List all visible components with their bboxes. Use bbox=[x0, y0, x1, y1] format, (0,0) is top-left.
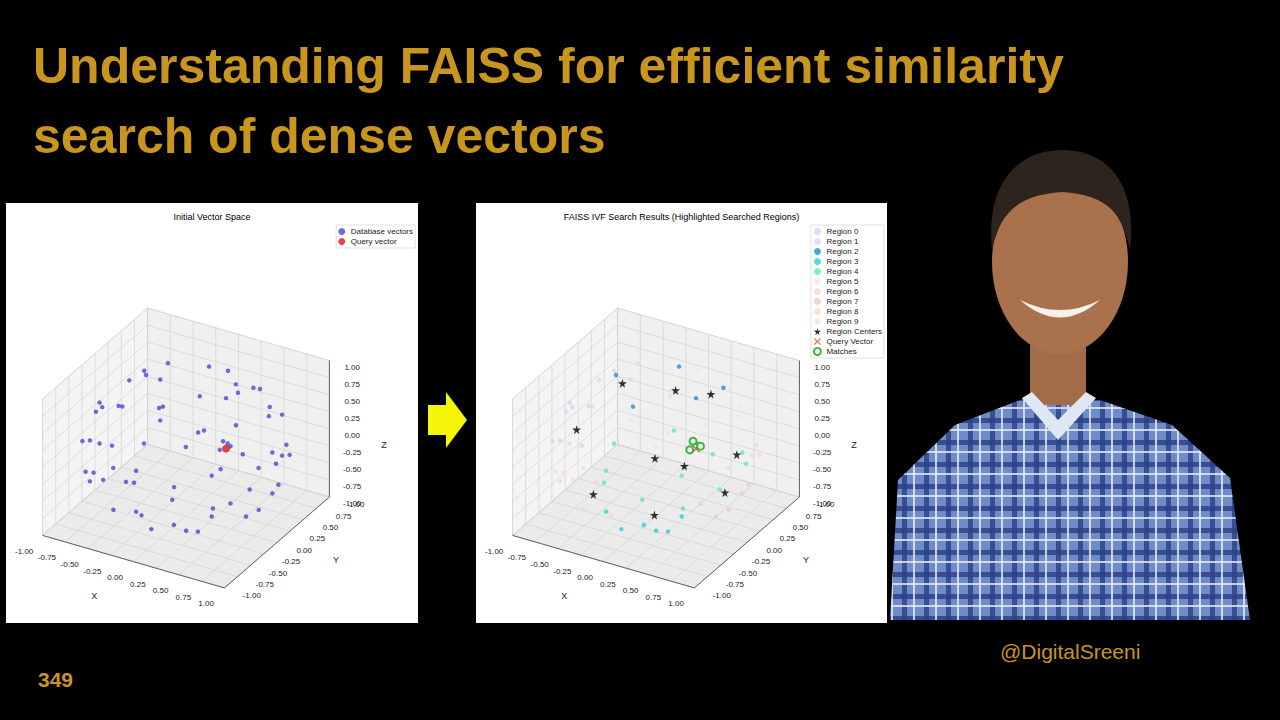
svg-text:0.50: 0.50 bbox=[814, 397, 830, 406]
svg-text:-1.00: -1.00 bbox=[713, 591, 732, 600]
svg-text:0.25: 0.25 bbox=[130, 580, 146, 589]
svg-text:0.25: 0.25 bbox=[344, 414, 360, 423]
svg-text:0.75: 0.75 bbox=[806, 512, 822, 521]
svg-text:0.50: 0.50 bbox=[153, 586, 169, 595]
svg-text:1.00: 1.00 bbox=[198, 599, 214, 608]
svg-text:0.00: 0.00 bbox=[107, 573, 123, 582]
svg-text:Region 4: Region 4 bbox=[826, 267, 859, 276]
svg-text:Region 7: Region 7 bbox=[826, 297, 859, 306]
svg-text:1.00: 1.00 bbox=[814, 363, 830, 372]
svg-text:-0.50: -0.50 bbox=[61, 560, 80, 569]
html-text:Understanding FAISS for effici: Understanding FAISS for efficient simila… bbox=[33, 38, 1064, 164]
svg-text:Database vectors: Database vectors bbox=[351, 227, 413, 236]
svg-text:-0.50: -0.50 bbox=[531, 560, 550, 569]
html-text:349: 349 bbox=[38, 668, 73, 691]
svg-text:-0.75: -0.75 bbox=[343, 482, 362, 491]
svg-text:-1.00: -1.00 bbox=[485, 547, 504, 556]
svg-text:-1.00: -1.00 bbox=[243, 591, 262, 600]
svg-text:0.50: 0.50 bbox=[344, 397, 360, 406]
svg-text:0.75: 0.75 bbox=[646, 593, 662, 602]
svg-text:0.00: 0.00 bbox=[344, 431, 360, 440]
svg-text:Z: Z bbox=[851, 440, 857, 450]
svg-text:0.00: 0.00 bbox=[577, 573, 593, 582]
svg-text:0.50: 0.50 bbox=[323, 523, 339, 532]
svg-text:Y: Y bbox=[333, 555, 339, 565]
svg-text:X: X bbox=[91, 591, 97, 601]
svg-text:-0.75: -0.75 bbox=[508, 553, 527, 562]
svg-text:Region Centers: Region Centers bbox=[826, 327, 882, 336]
svg-text:0.75: 0.75 bbox=[176, 593, 192, 602]
svg-text:Y: Y bbox=[803, 555, 809, 565]
svg-text:1.00: 1.00 bbox=[344, 363, 360, 372]
svg-text:-0.50: -0.50 bbox=[343, 465, 362, 474]
svg-text:0.25: 0.25 bbox=[310, 534, 326, 543]
svg-text:-0.50: -0.50 bbox=[739, 569, 758, 578]
svg-text:-0.50: -0.50 bbox=[269, 569, 288, 578]
svg-text:0.25: 0.25 bbox=[600, 580, 616, 589]
svg-text:Query Vector: Query Vector bbox=[826, 337, 873, 346]
svg-text:Region 8: Region 8 bbox=[826, 307, 859, 316]
svg-text:Region 1: Region 1 bbox=[826, 237, 859, 246]
svg-text:-0.25: -0.25 bbox=[752, 557, 771, 566]
svg-text:0.50: 0.50 bbox=[623, 586, 639, 595]
svg-text:-0.75: -0.75 bbox=[256, 580, 275, 589]
svg-text:Z: Z bbox=[381, 440, 387, 450]
svg-text:0.25: 0.25 bbox=[780, 534, 796, 543]
svg-text:-0.25: -0.25 bbox=[553, 567, 572, 576]
svg-text:-0.25: -0.25 bbox=[813, 448, 832, 457]
svg-text:Region 5: Region 5 bbox=[826, 277, 859, 286]
svg-text:Query vector: Query vector bbox=[351, 237, 397, 246]
svg-text:-0.25: -0.25 bbox=[83, 567, 102, 576]
svg-text:FAISS IVF Search Results (High: FAISS IVF Search Results (Highlighted Se… bbox=[564, 212, 800, 222]
svg-text:X: X bbox=[561, 591, 567, 601]
svg-text:Region 9: Region 9 bbox=[826, 317, 859, 326]
svg-text:-1.00: -1.00 bbox=[15, 547, 34, 556]
svg-text:-0.25: -0.25 bbox=[343, 448, 362, 457]
svg-text:-0.75: -0.75 bbox=[38, 553, 57, 562]
svg-text:-1.00: -1.00 bbox=[343, 499, 362, 508]
svg-text:0.00: 0.00 bbox=[766, 546, 782, 555]
html-text:@DigitalSreeni: @DigitalSreeni bbox=[1000, 640, 1141, 663]
svg-text:0.75: 0.75 bbox=[344, 380, 360, 389]
svg-text:-0.25: -0.25 bbox=[282, 557, 301, 566]
svg-text:Region 6: Region 6 bbox=[826, 287, 859, 296]
svg-text:Region 3: Region 3 bbox=[826, 257, 859, 266]
svg-text:Matches: Matches bbox=[826, 347, 856, 356]
svg-text:0.50: 0.50 bbox=[793, 523, 809, 532]
svg-text:0.25: 0.25 bbox=[814, 414, 830, 423]
svg-text:0.75: 0.75 bbox=[814, 380, 830, 389]
svg-text:-1.00: -1.00 bbox=[813, 499, 832, 508]
svg-text:-0.75: -0.75 bbox=[726, 580, 745, 589]
svg-text:Initial Vector Space: Initial Vector Space bbox=[173, 212, 250, 222]
svg-text:0.75: 0.75 bbox=[336, 512, 352, 521]
svg-text:0.00: 0.00 bbox=[814, 431, 830, 440]
svg-text:-0.50: -0.50 bbox=[813, 465, 832, 474]
svg-text:Region 2: Region 2 bbox=[826, 247, 859, 256]
svg-text:1.00: 1.00 bbox=[668, 599, 684, 608]
svg-text:Region 0: Region 0 bbox=[826, 227, 859, 236]
svg-text:0.00: 0.00 bbox=[296, 546, 312, 555]
svg-text:-0.75: -0.75 bbox=[813, 482, 832, 491]
